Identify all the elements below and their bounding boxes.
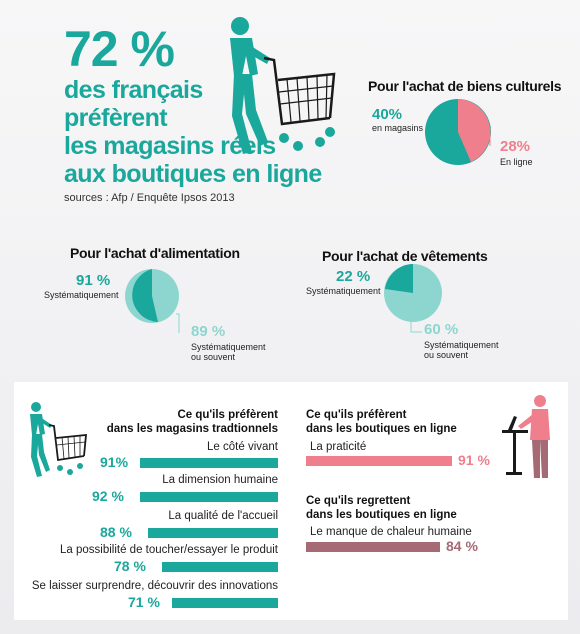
online-pref-title-2: dans les boutiques en ligne bbox=[306, 423, 457, 435]
stores-item-2-label: La dimension humaine bbox=[162, 474, 278, 486]
stores-title-1: Ce qu'ils préfèrent bbox=[177, 409, 278, 421]
pie-culture-stores-value: 40% bbox=[372, 106, 403, 123]
online-regret-title-2: dans les boutiques en ligne bbox=[306, 509, 457, 521]
stores-item-3-value: 88 % bbox=[100, 524, 132, 540]
pie-food-leader bbox=[176, 313, 180, 333]
online-pref-title-1: Ce qu'ils préfèrent bbox=[306, 409, 407, 421]
pie-culture-leader bbox=[488, 128, 491, 146]
online-pref-item-label: La praticité bbox=[310, 441, 367, 453]
stores-item-4-bar bbox=[162, 562, 278, 572]
pie-food-often-label-1: Systématiquement bbox=[191, 342, 266, 352]
pie-food-always-label: Systématiquement bbox=[44, 290, 119, 300]
pie-clothes-often-label-2: ou souvent bbox=[424, 350, 469, 360]
pie-clothes-slice-always bbox=[385, 264, 413, 293]
pie-clothes-leader bbox=[410, 314, 422, 333]
stores-item-5-bar bbox=[172, 598, 278, 608]
stores-item-3-label: La qualité de l'accueil bbox=[168, 510, 278, 522]
online-regret-item-label: Le manque de chaleur humaine bbox=[310, 526, 472, 538]
source-text: sources : Afp / Enquête Ipsos 2013 bbox=[64, 192, 235, 204]
headline-line-4: aux boutiques en ligne bbox=[64, 160, 322, 188]
pie-culture-slice-online bbox=[458, 99, 491, 162]
stores-item-5-value: 71 % bbox=[128, 594, 160, 610]
pie-culture-online-label: En ligne bbox=[500, 157, 533, 167]
shopper-cart-illustration bbox=[230, 17, 336, 154]
stores-title-2: dans les magasins tradtionnels bbox=[106, 423, 278, 435]
pie-culture-title: Pour l'achat de biens culturels bbox=[368, 78, 562, 94]
pie-clothes bbox=[384, 264, 442, 322]
pie-culture-stores-label: en magasins bbox=[372, 123, 424, 133]
headline-line-2: préfèrent bbox=[64, 104, 168, 132]
stores-item-2-value: 92 % bbox=[92, 488, 124, 504]
stores-item-1-value: 91% bbox=[100, 454, 129, 470]
headline-percent: 72 % bbox=[64, 21, 175, 77]
pie-clothes-always-value: 22 % bbox=[336, 268, 371, 285]
headline-line-1: des français bbox=[64, 76, 203, 104]
small-shopper-illustration bbox=[30, 402, 87, 477]
online-regret-title-1: Ce qu'ils regrettent bbox=[306, 495, 411, 507]
pie-culture bbox=[425, 99, 491, 165]
pie-food-often-value: 89 % bbox=[191, 323, 226, 340]
online-pref-item-bar bbox=[306, 456, 452, 466]
online-pref-item-value: 91 % bbox=[458, 452, 490, 468]
pie-food-always-value: 91 % bbox=[76, 272, 111, 289]
pie-food-often-label-2: ou souvent bbox=[191, 352, 236, 362]
pie-food-slice-always bbox=[132, 269, 158, 322]
stores-item-1-label: Le côté vivant bbox=[207, 441, 278, 453]
stores-item-5-label: Se laisser surprendre, découvrir des inn… bbox=[31, 580, 278, 592]
stores-item-2-bar bbox=[140, 492, 278, 502]
stores-item-1-bar bbox=[140, 458, 278, 468]
stores-item-3-bar bbox=[148, 528, 278, 538]
preferences-panel bbox=[14, 382, 568, 620]
pie-food bbox=[125, 269, 179, 323]
pie-clothes-title: Pour l'achat de vêtements bbox=[322, 248, 488, 264]
stores-item-4-label: La possibilité de toucher/essayer le pro… bbox=[60, 544, 278, 556]
online-regret-item-value: 84 % bbox=[446, 538, 478, 554]
pie-clothes-often-value: 60 % bbox=[424, 321, 459, 338]
online-regret-item-bar bbox=[306, 542, 440, 552]
pie-culture-online-value: 28% bbox=[500, 138, 531, 155]
stores-item-4-value: 78 % bbox=[114, 558, 146, 574]
pie-clothes-often-label-1: Systématiquement bbox=[424, 340, 499, 350]
pie-clothes-always-label: Systématiquement bbox=[306, 286, 381, 296]
online-shopper-illustration bbox=[502, 395, 550, 478]
pie-food-title: Pour l'achat d'alimentation bbox=[70, 245, 240, 261]
